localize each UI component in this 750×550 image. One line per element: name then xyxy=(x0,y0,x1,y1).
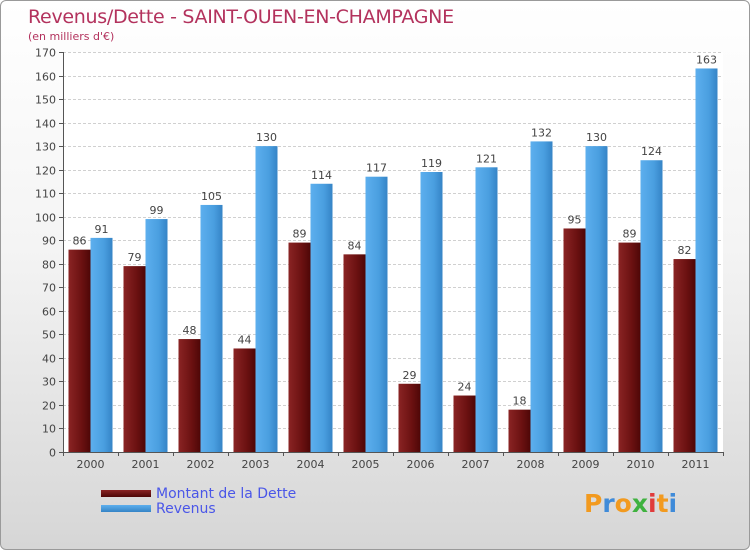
y-tick-label: 170 xyxy=(35,47,56,60)
x-tick-label: 2007 xyxy=(462,458,490,471)
revenus-bar xyxy=(145,219,168,452)
y-tick-label: 70 xyxy=(42,282,56,295)
x-tick-label: 2001 xyxy=(132,458,160,471)
dette-bar xyxy=(178,339,201,452)
revenus-value-label: 119 xyxy=(421,157,442,170)
dette-bar xyxy=(123,266,146,452)
y-tick-label: 40 xyxy=(42,353,56,366)
dette-bar xyxy=(343,254,366,452)
y-tick-label: 150 xyxy=(35,94,56,107)
dette-value-label: 79 xyxy=(128,251,142,264)
revenus-value-label: 114 xyxy=(311,169,332,182)
revenus-bar xyxy=(640,160,663,452)
revenus-value-label: 117 xyxy=(366,162,387,175)
dette-value-label: 29 xyxy=(403,369,417,382)
y-tick-label: 120 xyxy=(35,165,56,178)
dette-value-label: 84 xyxy=(348,239,362,252)
logo-letter: x xyxy=(631,489,648,518)
dette-bar xyxy=(453,395,476,452)
dette-bar xyxy=(618,242,641,452)
y-tick-label: 100 xyxy=(35,212,56,225)
revenus-bar xyxy=(585,146,608,452)
legend-label-dette: Montant de la Dette xyxy=(156,486,297,502)
revenus-bar xyxy=(365,176,388,453)
proxiti-logo: Proxiti xyxy=(584,489,677,518)
y-tick-label: 140 xyxy=(35,118,56,131)
legend-swatch-revenus xyxy=(101,505,151,512)
dette-value-label: 48 xyxy=(183,324,197,337)
dette-bar xyxy=(508,409,531,452)
x-tick-label: 2005 xyxy=(352,458,380,471)
revenus-value-label: 121 xyxy=(476,152,497,165)
dette-value-label: 18 xyxy=(513,395,527,408)
y-tick-label: 0 xyxy=(49,447,56,460)
dette-bar xyxy=(563,228,586,452)
y-tick-label: 90 xyxy=(42,235,56,248)
plot-area xyxy=(63,52,723,452)
legend-label-revenus: Revenus xyxy=(156,501,216,517)
revenus-value-label: 105 xyxy=(201,190,222,203)
revenus-value-label: 130 xyxy=(586,131,607,144)
y-tick-label: 10 xyxy=(42,423,56,436)
logo-letter: i xyxy=(648,489,657,518)
revenus-bar xyxy=(475,167,498,452)
dette-bar xyxy=(68,249,91,452)
logo-letter: t xyxy=(656,489,669,518)
dette-value-label: 95 xyxy=(568,213,582,226)
revenus-value-label: 124 xyxy=(641,145,662,158)
dette-bar xyxy=(398,383,421,452)
revenus-value-label: 91 xyxy=(95,223,109,236)
dette-value-label: 82 xyxy=(678,244,692,257)
legend-swatch-dette xyxy=(101,490,151,497)
x-tick-label: 2000 xyxy=(77,458,105,471)
dette-bar xyxy=(673,259,696,452)
chart-title: Revenus/Dette - SAINT-OUEN-EN-CHAMPAGNE xyxy=(28,6,454,28)
x-tick-label: 2009 xyxy=(572,458,600,471)
y-tick-label: 50 xyxy=(42,329,56,342)
x-tick-label: 2011 xyxy=(682,458,710,471)
dette-bar xyxy=(288,242,311,452)
revenus-bar xyxy=(90,237,113,452)
revenus-value-label: 99 xyxy=(150,204,164,217)
dette-value-label: 44 xyxy=(238,333,252,346)
x-tick-label: 2002 xyxy=(187,458,215,471)
logo-letter: i xyxy=(668,489,678,518)
x-tick-label: 2008 xyxy=(517,458,545,471)
dette-value-label: 24 xyxy=(458,381,472,394)
logo-letter: r xyxy=(602,489,615,518)
revenus-bar xyxy=(255,146,278,452)
revenus-bar xyxy=(200,204,223,452)
y-tick-label: 80 xyxy=(42,259,56,272)
y-tick-label: 60 xyxy=(42,306,56,319)
revenus-value-label: 132 xyxy=(531,126,552,139)
logo-letter: o xyxy=(614,489,632,518)
y-tick-label: 160 xyxy=(35,71,56,84)
dette-value-label: 89 xyxy=(623,228,637,241)
revenus-value-label: 130 xyxy=(256,131,277,144)
y-tick-label: 130 xyxy=(35,141,56,154)
revenus-bar xyxy=(695,68,718,453)
revenus-bar xyxy=(420,172,443,452)
y-tick-label: 110 xyxy=(35,188,56,201)
dette-value-label: 89 xyxy=(293,228,307,241)
revenus-bar xyxy=(310,183,333,452)
y-tick-label: 20 xyxy=(42,400,56,413)
x-tick-label: 2006 xyxy=(407,458,435,471)
x-tick-label: 2003 xyxy=(242,458,270,471)
dette-bar xyxy=(233,348,256,452)
y-tick-label: 30 xyxy=(42,376,56,389)
logo-letter: P xyxy=(584,489,603,518)
x-tick-label: 2004 xyxy=(297,458,325,471)
revenus-value-label: 163 xyxy=(696,53,717,66)
x-tick-label: 2010 xyxy=(627,458,655,471)
revenus-bar xyxy=(530,141,553,453)
chart-subtitle: (en milliers d'€) xyxy=(28,30,115,43)
dette-value-label: 86 xyxy=(73,235,87,248)
